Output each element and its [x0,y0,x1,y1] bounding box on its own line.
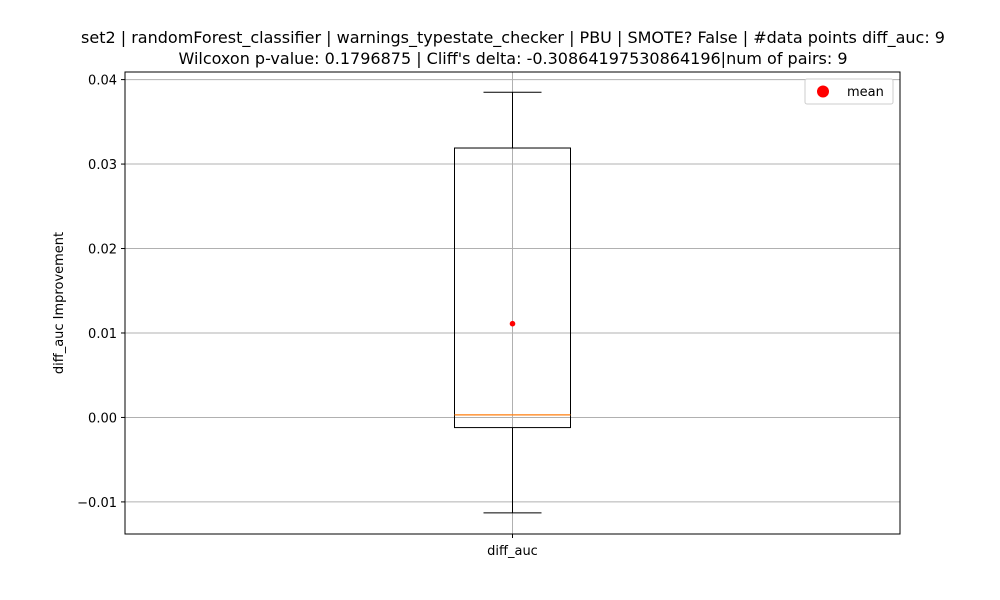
grid-lines [125,72,900,534]
chart-title-line-1: set2 | randomForest_classifier | warning… [81,28,945,48]
y-axis-label: diff_auc Improvement [52,232,67,374]
legend-label-mean: mean [847,85,884,100]
y-tick-label: −0.01 [77,496,117,511]
legend-mean-marker [817,85,829,98]
legend-frame [804,78,894,105]
y-tick-label: 0.00 [88,411,117,426]
y-tick-label: 0.04 [88,74,117,89]
x-tick-label: diff_auc [487,544,538,559]
x-axis-ticks: diff_auc [487,534,538,559]
legend: mean [804,78,894,105]
y-tick-label: 0.01 [88,327,117,342]
chart-title-line-2: Wilcoxon p-value: 0.1796875 | Cliff's de… [178,49,847,68]
box-layer [454,91,571,514]
mean-marker [509,320,516,327]
y-axis-ticks: −0.01 0.00 0.01 0.02 0.03 0.04 [77,74,125,511]
iqr-box [454,147,571,429]
y-tick-label: 0.02 [88,243,117,258]
y-tick-label: 0.03 [88,158,117,173]
